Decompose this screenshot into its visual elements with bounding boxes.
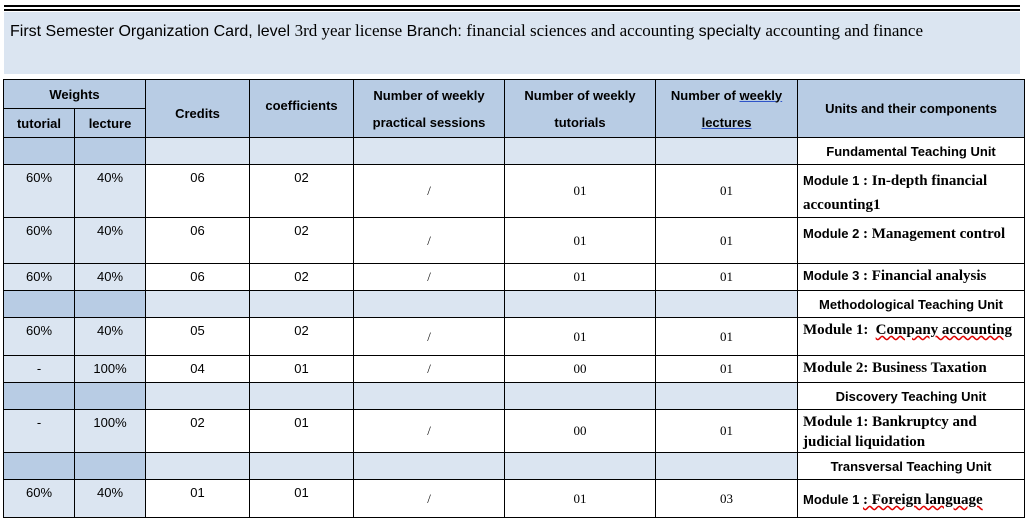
lecture-weight: 40% xyxy=(73,479,147,518)
credits-value: 06 xyxy=(145,164,251,218)
tutorials-value: 01 xyxy=(504,164,657,218)
unit-name: Discovery Teaching Unit xyxy=(797,382,1026,410)
unit-row: Fundamental Teaching Unit xyxy=(3,137,1026,165)
credits-header: Credits xyxy=(145,79,251,138)
coef-value: 02 xyxy=(249,164,355,218)
lectures-value: 01 xyxy=(655,217,799,264)
module-name: Module 3 : Financial analysis xyxy=(797,263,1026,291)
credits-value: 05 xyxy=(145,317,251,356)
unit-row: Methodological Teaching Unit xyxy=(3,290,1026,318)
title-part-4: financial sciences and accounting xyxy=(466,21,695,40)
practical-value: / xyxy=(353,217,506,264)
tutorial-header: tutorial xyxy=(3,108,75,138)
lecture-weight: 40% xyxy=(73,317,147,356)
lectures-value: 03 xyxy=(655,479,799,518)
tutorial-weight: - xyxy=(3,355,75,383)
practical-value: / xyxy=(353,317,506,356)
module-name: Module 2: Business Taxation xyxy=(797,355,1026,383)
tutorial-weight: 60% xyxy=(3,479,75,518)
module-row: 60% 40% 06 02 / 01 01 Module 2 : Managem… xyxy=(3,217,1026,264)
lectures-value: 01 xyxy=(655,317,799,356)
lectures-header-line1a: Number of xyxy=(670,87,736,103)
top-rule-1 xyxy=(4,5,1020,7)
tutorial-weight: 60% xyxy=(3,164,75,218)
tutorial-weight: - xyxy=(3,409,75,453)
lecture-weight: 100% xyxy=(73,355,147,383)
tutorials-header-line1: Number of weekly xyxy=(524,87,636,103)
unit-row: Transversal Teaching Unit xyxy=(3,452,1026,480)
coef-value: 01 xyxy=(249,479,355,518)
module-row: 60% 40% 06 02 / 01 01 Module 1 : In-dept… xyxy=(3,164,1026,218)
credits-value: 06 xyxy=(145,263,251,291)
coef-value: 02 xyxy=(249,263,355,291)
credits-value: 01 xyxy=(145,479,251,518)
practical-header-line2: practical sessions xyxy=(372,114,486,130)
module-row: - 100% 02 01 / 00 01 Module 1: Bankruptc… xyxy=(3,409,1026,453)
credits-value: 04 xyxy=(145,355,251,383)
title-part-3: Branch: xyxy=(406,23,462,40)
tutorials-value: 01 xyxy=(504,317,657,356)
lecture-weight: 100% xyxy=(73,409,147,453)
module-name: Module 1: Bankruptcy and judicial liquid… xyxy=(797,409,1026,453)
lectures-value: 01 xyxy=(655,409,799,453)
credits-value: 02 xyxy=(145,409,251,453)
tutorials-header: Number of weekly tutorials xyxy=(504,79,657,138)
practical-header: Number of weekly practical sessions xyxy=(353,79,506,138)
lectures-value: 01 xyxy=(655,164,799,218)
tutorials-value: 01 xyxy=(504,263,657,291)
coef-value: 02 xyxy=(249,317,355,356)
page-title: First Semester Organization Card, level … xyxy=(4,12,1020,74)
practical-header-line1: Number of weekly xyxy=(373,87,485,103)
organization-table: Weights Credits coefficients Number of w… xyxy=(2,79,1026,518)
practical-value: / xyxy=(353,164,506,218)
tutorial-weight: 60% xyxy=(3,317,75,356)
top-rule-2 xyxy=(4,9,1020,11)
unit-name: Methodological Teaching Unit xyxy=(797,290,1026,318)
module-row: 60% 40% 06 02 / 01 01 Module 3 : Financi… xyxy=(3,263,1026,291)
lectures-header-line1b: weekly xyxy=(739,87,783,103)
tutorials-value: 01 xyxy=(504,217,657,264)
tutorials-header-line2: tutorials xyxy=(554,114,606,130)
practical-value: / xyxy=(353,355,506,383)
weights-header: Weights xyxy=(2,79,147,109)
unit-row: Discovery Teaching Unit xyxy=(3,382,1026,410)
module-row: 60% 40% 01 01 / 01 03 Module 1 : Foreign… xyxy=(3,479,1026,518)
lecture-weight: 40% xyxy=(73,164,147,218)
lectures-value: 01 xyxy=(655,355,799,383)
title-part-2: 3rd year license xyxy=(294,21,403,40)
coef-value: 01 xyxy=(249,409,355,453)
practical-value: / xyxy=(353,479,506,518)
tutorials-value: 01 xyxy=(504,479,657,518)
tutorial-weight: 60% xyxy=(3,217,75,264)
coefficients-header: coefficients xyxy=(249,79,355,138)
credits-value: 06 xyxy=(145,217,251,264)
module-name: Module 1 : Foreign language xyxy=(797,479,1026,518)
units-header: Units and their components xyxy=(797,79,1026,138)
lecture-weight: 40% xyxy=(73,263,147,291)
coef-value: 01 xyxy=(249,355,355,383)
module-name: Module 1: Company accounting xyxy=(797,317,1026,356)
lectures-header: Number of weekly lectures xyxy=(655,79,799,138)
lectures-value: 01 xyxy=(655,263,799,291)
lectures-header-line2: lectures xyxy=(701,114,752,130)
module-row: - 100% 04 01 / 00 01 Module 2: Business … xyxy=(3,355,1026,383)
module-name: Module 1 : In-depth financial accounting… xyxy=(797,164,1026,218)
tutorial-weight: 60% xyxy=(3,263,75,291)
practical-value: / xyxy=(353,263,506,291)
module-row: 60% 40% 05 02 / 01 01 Module 1: Company … xyxy=(3,317,1026,356)
title-part-1: First Semester Organization Card, level xyxy=(10,23,291,40)
lecture-header: lecture xyxy=(73,108,147,138)
lecture-weight: 40% xyxy=(73,217,147,264)
module-name: Module 2 : Management control xyxy=(797,217,1026,264)
unit-name: Transversal Teaching Unit xyxy=(797,452,1026,480)
tutorials-value: 00 xyxy=(504,355,657,383)
unit-name: Fundamental Teaching Unit xyxy=(797,137,1026,165)
practical-value: / xyxy=(353,409,506,453)
title-part-6: accounting and finance xyxy=(765,21,924,40)
coef-value: 02 xyxy=(249,217,355,264)
title-part-5: specialty xyxy=(698,23,761,40)
tutorials-value: 00 xyxy=(504,409,657,453)
